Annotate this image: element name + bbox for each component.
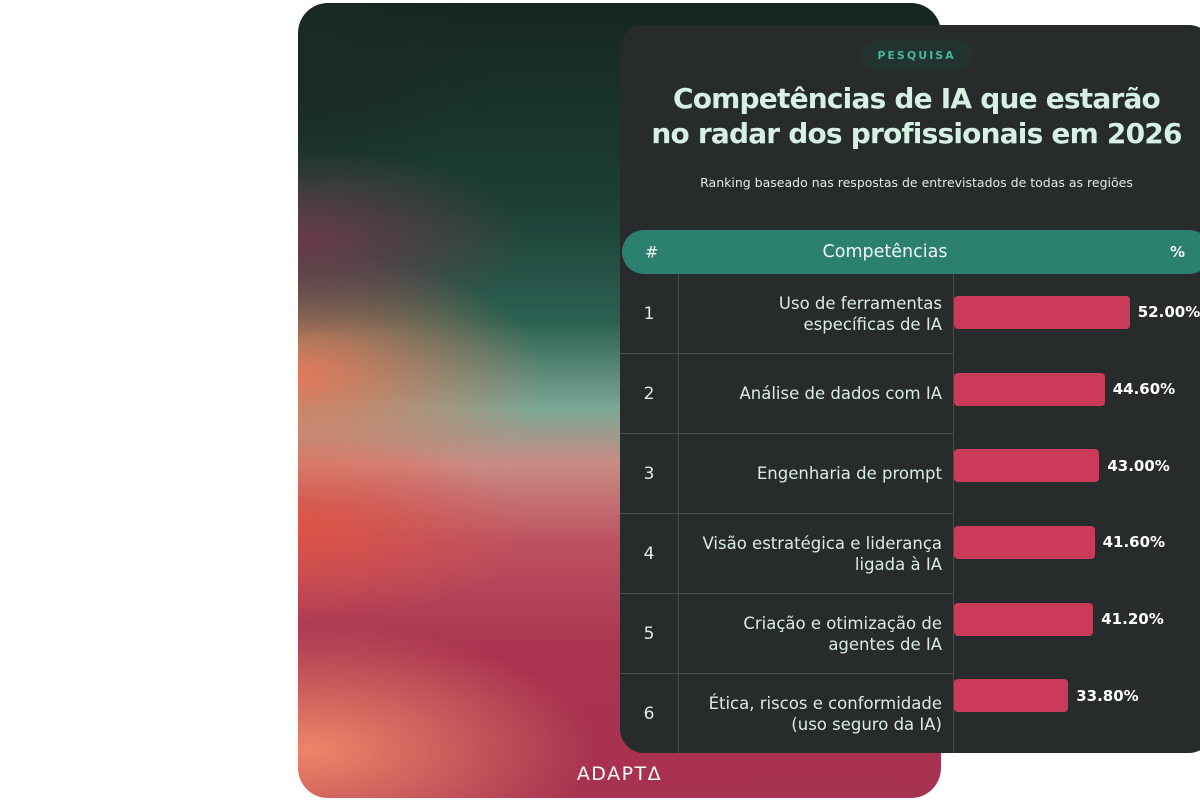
- bar-row: 41.20%: [954, 581, 1200, 658]
- page-title: Competências de IA que estarão no radar …: [620, 81, 1200, 151]
- rank-value: 6: [620, 674, 679, 753]
- bar-52-percent: [954, 295, 1130, 329]
- header-competency: Competências: [822, 242, 948, 262]
- competency-label: Ética, riscos e conformidade (uso seguro…: [708, 693, 942, 734]
- competency-label: Engenharia de prompt: [756, 464, 942, 483]
- competency-label: Análise de dados com IA: [739, 384, 942, 403]
- page-title-line1: Competências de IA que estarão: [672, 82, 1161, 115]
- table-row: 6 Ética, riscos e conformidade (uso segu…: [620, 674, 953, 753]
- header-rank: #: [645, 242, 659, 262]
- bar-chart: 52.00% 44.60% 43.00% 41.60% 41.20% 33.80…: [954, 274, 1200, 734]
- bar-41-6-percent: [954, 525, 1095, 559]
- rank-value: 2: [620, 354, 679, 433]
- competency-label: Visão estratégica e liderança ligada à I…: [702, 533, 943, 574]
- competency-table: 1 Uso de ferramentas específicas de IA 2…: [620, 274, 954, 753]
- bar-row: 43.00%: [954, 427, 1200, 504]
- rank-value: 3: [620, 434, 679, 513]
- table-row: 2 Análise de dados com IA: [620, 354, 953, 434]
- bar-value-label: 41.20%: [1101, 610, 1164, 629]
- table-header: # Competências %: [622, 230, 1200, 274]
- bar-43-percent: [954, 449, 1100, 483]
- rank-value: 5: [620, 594, 679, 673]
- bar-value-label: 44.60%: [1112, 380, 1176, 398]
- infographic-card: PESQUISA Competências de IA que estarão …: [620, 25, 1200, 753]
- competency-label: Criação e otimização de agentes de IA: [743, 613, 942, 654]
- page-title-line2: no radar dos profissionais em 2026: [651, 117, 1182, 150]
- bar-row: 33.80%: [954, 657, 1200, 734]
- bar-value-label: 41.60%: [1102, 533, 1166, 552]
- bar-value-label: 33.80%: [1076, 686, 1139, 705]
- bar-row: 52.00%: [954, 274, 1200, 351]
- rank-value: 4: [620, 514, 679, 593]
- table-row: 3 Engenharia de prompt: [620, 434, 953, 514]
- bar-value-label: 52.00%: [1137, 303, 1200, 322]
- pesquisa-badge: PESQUISA: [860, 41, 973, 70]
- gradient-frame: PESQUISA Competências de IA que estarão …: [298, 3, 1200, 798]
- table-row: 1 Uso de ferramentas específicas de IA: [620, 274, 953, 354]
- adapta-logo: ADAPTΔ: [576, 763, 663, 785]
- bar-41-2-percent: [954, 602, 1094, 636]
- bar-44-percent: [954, 372, 1105, 406]
- table-row: 4 Visão estratégica e liderança ligada à…: [620, 514, 953, 594]
- bar-row: 44.60%: [954, 351, 1200, 428]
- header-percent: %: [1169, 243, 1185, 261]
- page-subtitle: Ranking baseado nas respostas de entrevi…: [700, 175, 1133, 190]
- bar-value-label: 43.00%: [1107, 456, 1170, 475]
- table-row: 5 Criação e otimização de agentes de IA: [620, 594, 953, 674]
- competency-label: Uso de ferramentas específicas de IA: [778, 293, 942, 334]
- bar-33-percent: [954, 679, 1069, 713]
- rank-value: 1: [620, 274, 679, 353]
- bar-row: 41.60%: [954, 504, 1200, 581]
